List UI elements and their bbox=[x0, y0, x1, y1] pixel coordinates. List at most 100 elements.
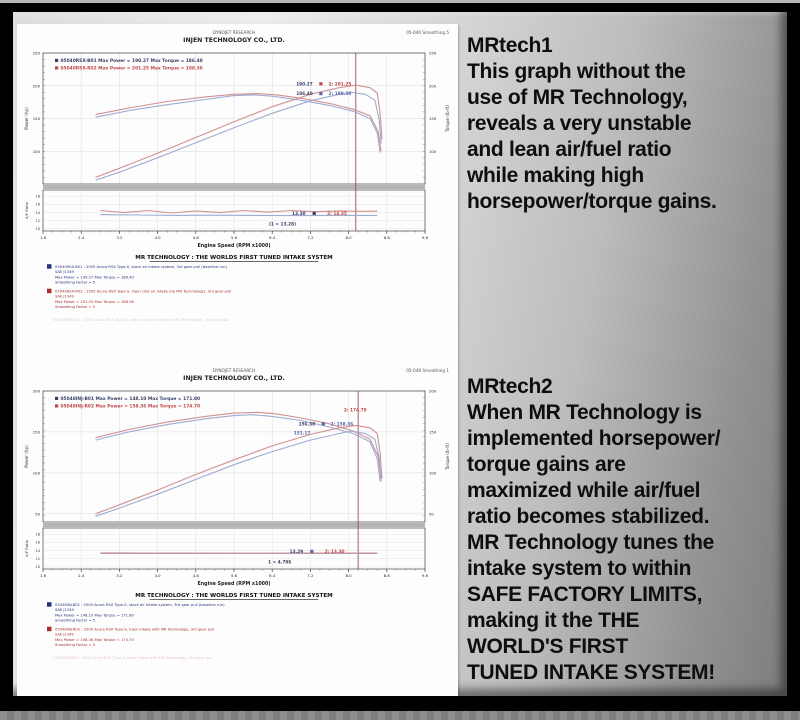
svg-text:1.6: 1.6 bbox=[40, 573, 47, 578]
svg-text:2: 14.35: 2: 14.35 bbox=[327, 211, 347, 217]
svg-text:200: 200 bbox=[33, 83, 41, 88]
svg-text:200: 200 bbox=[429, 83, 437, 88]
dyno-chart-mrtech1: DYNOJET RESEARCH INJEN TECHNOLOGY CO., LT… bbox=[19, 26, 455, 356]
top-gray-strip bbox=[0, 0, 800, 3]
svg-text:100: 100 bbox=[33, 149, 41, 154]
svg-text:50: 50 bbox=[429, 511, 434, 516]
svg-text:200: 200 bbox=[429, 389, 437, 394]
svg-text:Max Power = 148.10 Max Torque: Max Power = 148.10 Max Torque = 171.80 bbox=[55, 613, 135, 617]
bottom-gray-strip bbox=[0, 711, 800, 720]
mrtech1-note: MRtech1 This graph without the use of MR… bbox=[467, 33, 789, 215]
svg-text:13.30: 13.30 bbox=[292, 211, 306, 217]
mrtech1-body: This graph without the use of MR Technol… bbox=[467, 60, 717, 213]
svg-text:05048INJ-R02 : 2005 Acura RSX: 05048INJ-R02 : 2005 Acura RSX Type-S, In… bbox=[55, 628, 214, 632]
series-power-injen bbox=[95, 84, 383, 178]
svg-text:05040RSX-B01 : 2005 Acura RSX: 05040RSX-B01 : 2005 Acura RSX Type-S, st… bbox=[55, 265, 228, 269]
svg-text:05-048 Smoothing 1: 05-048 Smoothing 1 bbox=[406, 368, 449, 373]
svg-text:8.8: 8.8 bbox=[384, 573, 391, 578]
svg-text:05040RSX-R02 Max Power = 201.2: 05040RSX-R02 Max Power = 201.25 Max Torq… bbox=[61, 66, 203, 72]
svg-text:6.4: 6.4 bbox=[269, 235, 276, 240]
dyno-chart-mrtech2: DYNOJET RESEARCH INJEN TECHNOLOGY CO., LT… bbox=[19, 364, 455, 694]
svg-text:186.40: 186.40 bbox=[296, 91, 313, 97]
svg-text:16: 16 bbox=[36, 203, 40, 207]
svg-text:250: 250 bbox=[429, 51, 437, 56]
svg-text:MR TECHNOLOGY : THE WORLDS FIR: MR TECHNOLOGY : THE WORLDS FIRST TUNED I… bbox=[135, 593, 333, 599]
svg-text:Smoothing Factor = 5: Smoothing Factor = 5 bbox=[55, 281, 96, 285]
svg-text:13.29: 13.29 bbox=[290, 549, 304, 555]
svg-text:2: 158.36: 2: 158.36 bbox=[330, 421, 353, 427]
svg-text:100: 100 bbox=[429, 470, 437, 475]
svg-text:10: 10 bbox=[36, 565, 40, 569]
svg-text:2: 201.25: 2: 201.25 bbox=[329, 81, 352, 87]
svg-text:DYNOJET RESEARCH: DYNOJET RESEARCH bbox=[213, 368, 255, 373]
svg-text:156.38: 156.38 bbox=[299, 421, 316, 427]
svg-text:14: 14 bbox=[36, 211, 40, 215]
svg-text:05048INJ-R02 Max Power = 158.3: 05048INJ-R02 Max Power = 158.36 Max Torq… bbox=[61, 404, 201, 410]
svg-text:Max Power = 201.25 Max Torque: Max Power = 201.25 Max Torque = 188.36 bbox=[55, 300, 135, 304]
svg-text:Smoothing Factor = 5: Smoothing Factor = 5 bbox=[55, 619, 96, 623]
svg-text:SAE J1349: SAE J1349 bbox=[55, 633, 75, 637]
svg-text:Max Power = 158.36 Max Torque: Max Power = 158.36 Max Torque = 174.70 bbox=[55, 638, 135, 642]
svg-text:Smoothing Factor = 5: Smoothing Factor = 5 bbox=[55, 643, 96, 647]
svg-text:SAE J1349: SAE J1349 bbox=[55, 608, 75, 612]
series-power-stock bbox=[95, 430, 382, 517]
svg-text:Smoothing Factor = 5: Smoothing Factor = 5 bbox=[55, 305, 96, 309]
series-torque-injen bbox=[95, 93, 382, 152]
svg-text:05040RSX-R02 : 2005 Acura RSX: 05040RSX-R02 : 2005 Acura RSX Type-S, In… bbox=[55, 290, 231, 294]
svg-text:100: 100 bbox=[33, 470, 41, 475]
svg-text:8.0: 8.0 bbox=[346, 235, 353, 240]
dyno-panel: DYNOJET RESEARCH INJEN TECHNOLOGY CO., LT… bbox=[17, 24, 458, 696]
svg-text:MR TECHNOLOGY : THE WORLDS FIR: MR TECHNOLOGY : THE WORLDS FIRST TUNED I… bbox=[135, 255, 333, 261]
svg-text:3.2: 3.2 bbox=[116, 573, 123, 578]
svg-text:DYNOJET RESEARCH: DYNOJET RESEARCH bbox=[213, 30, 255, 35]
svg-text:SAE J1349: SAE J1349 bbox=[55, 270, 75, 274]
svg-text:150: 150 bbox=[33, 429, 41, 434]
svg-text:150: 150 bbox=[429, 116, 437, 121]
svg-text:250: 250 bbox=[33, 51, 41, 56]
series-power-stock bbox=[95, 91, 382, 181]
svg-text:2: 174.70: 2: 174.70 bbox=[344, 407, 367, 413]
series-afr-stock bbox=[100, 214, 378, 217]
svg-text:200: 200 bbox=[33, 389, 41, 394]
svg-text:05048INJ-B01 Max Power = 148.1: 05048INJ-B01 Max Power = 148.10 Max Torq… bbox=[61, 396, 201, 402]
svg-text:9.6: 9.6 bbox=[422, 573, 429, 578]
series-power-mrtech bbox=[95, 424, 383, 515]
svg-text:05040RSX-R02 : 2005 Acura RSX: 05040RSX-R02 : 2005 Acura RSX Type-S, In… bbox=[53, 318, 229, 322]
svg-text:2: 13.30: 2: 13.30 bbox=[325, 549, 345, 555]
dyno-chart-svg: DYNOJET RESEARCH INJEN TECHNOLOGY CO., LT… bbox=[24, 368, 450, 660]
svg-text:14: 14 bbox=[36, 549, 40, 553]
svg-text:Torque (lb-ft): Torque (lb-ft) bbox=[445, 443, 450, 471]
svg-text:A/F Ratio: A/F Ratio bbox=[24, 201, 29, 219]
svg-text:3.2: 3.2 bbox=[116, 235, 123, 240]
svg-text:2.4: 2.4 bbox=[78, 235, 85, 240]
svg-text:SAE J1349: SAE J1349 bbox=[55, 295, 75, 299]
svg-text:5.6: 5.6 bbox=[231, 235, 238, 240]
svg-text:Max Power = 190.27 Max Torque: Max Power = 190.27 Max Torque = 186.40 bbox=[55, 275, 135, 279]
svg-text:7.2: 7.2 bbox=[307, 573, 314, 578]
mrtech2-note: MRtech2 When MR Technology is implemente… bbox=[467, 374, 789, 686]
dyno-chart-svg: DYNOJET RESEARCH INJEN TECHNOLOGY CO., LT… bbox=[24, 30, 450, 322]
svg-text:4.0: 4.0 bbox=[155, 235, 162, 240]
svg-text:(1 = 13.28): (1 = 13.28) bbox=[269, 222, 296, 228]
svg-text:4.0: 4.0 bbox=[155, 573, 162, 578]
svg-text:190.27: 190.27 bbox=[296, 81, 313, 87]
svg-text:7.2: 7.2 bbox=[307, 235, 314, 240]
svg-text:Power (hp): Power (hp) bbox=[24, 107, 29, 130]
svg-text:Power (hp): Power (hp) bbox=[24, 445, 29, 468]
svg-text:1 = 4.796: 1 = 4.796 bbox=[268, 560, 291, 566]
svg-text:16: 16 bbox=[36, 541, 40, 545]
svg-text:2: 188.36: 2: 188.36 bbox=[329, 91, 352, 97]
svg-text:100: 100 bbox=[429, 149, 437, 154]
svg-text:2.4: 2.4 bbox=[78, 573, 85, 578]
svg-text:05048INJ-B01 : 2005 Acura RSX: 05048INJ-B01 : 2005 Acura RSX Type-S, st… bbox=[55, 603, 225, 607]
svg-text:8.8: 8.8 bbox=[384, 235, 391, 240]
svg-text:05-040 Smoothing 5: 05-040 Smoothing 5 bbox=[406, 30, 449, 35]
mrtech2-heading: MRtech2 bbox=[467, 375, 553, 398]
svg-text:6.4: 6.4 bbox=[269, 573, 276, 578]
svg-text:A/F Ratio: A/F Ratio bbox=[24, 539, 29, 557]
mrtech1-heading: MRtech1 bbox=[467, 34, 553, 57]
svg-text:4.8: 4.8 bbox=[193, 573, 200, 578]
svg-text:05048INJ-R02 : 2005 Acura RSX: 05048INJ-R02 : 2005 Acura RSX Type-S, In… bbox=[53, 656, 212, 660]
svg-text:INJEN TECHNOLOGY CO., LTD.: INJEN TECHNOLOGY CO., LTD. bbox=[183, 375, 285, 382]
svg-text:INJEN TECHNOLOGY CO., LTD.: INJEN TECHNOLOGY CO., LTD. bbox=[183, 37, 285, 44]
